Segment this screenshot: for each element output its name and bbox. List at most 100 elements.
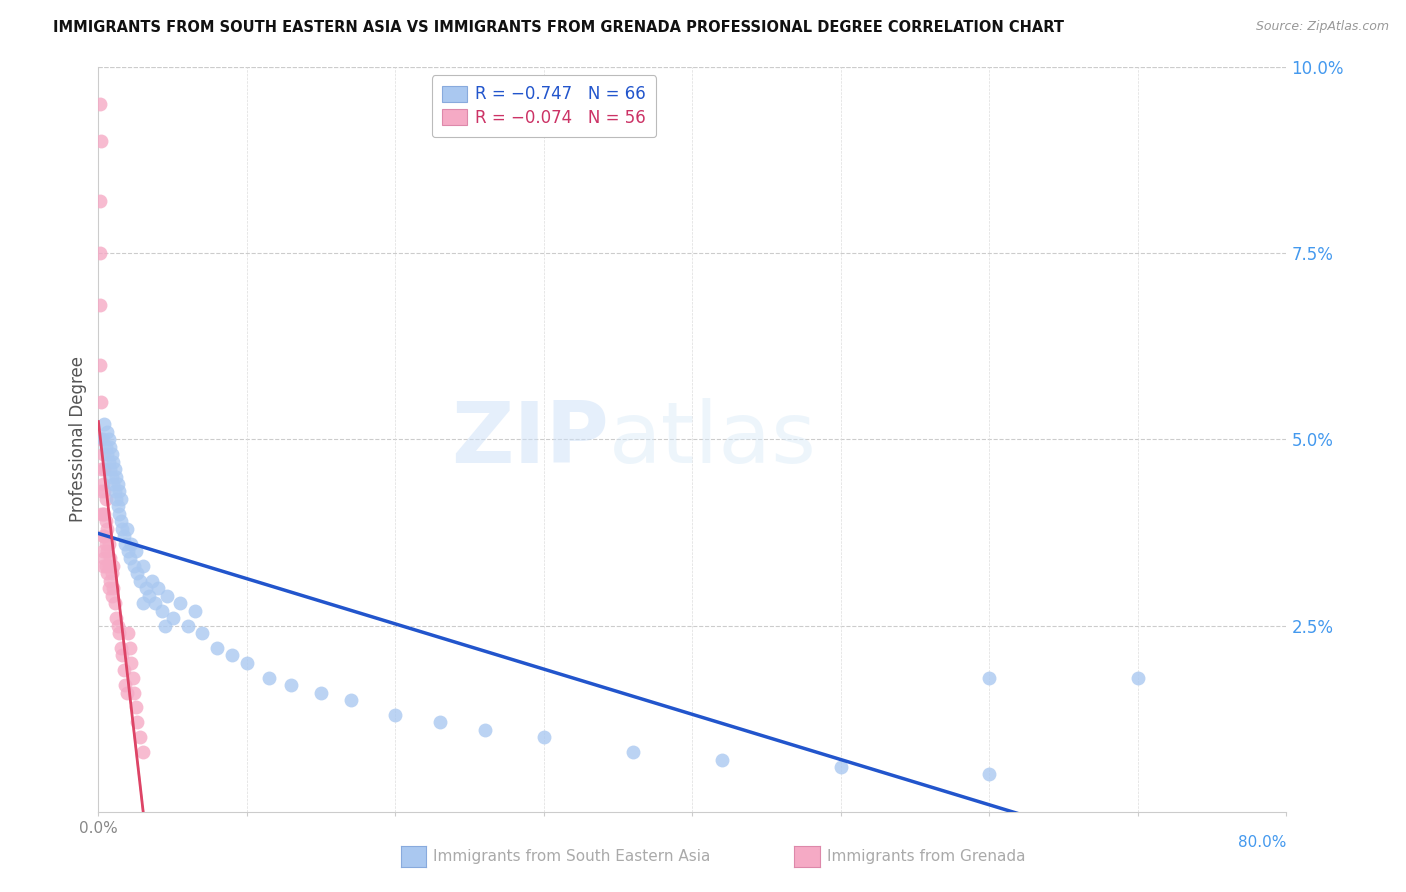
Point <box>101 447 124 461</box>
Point <box>98 574 121 588</box>
Point <box>91 477 114 491</box>
Point <box>96 447 118 461</box>
Point <box>110 640 132 655</box>
Point <box>90 507 112 521</box>
Point <box>104 462 127 476</box>
Point <box>533 730 555 744</box>
Point <box>111 522 134 536</box>
Point <box>120 536 142 550</box>
Point <box>97 536 120 550</box>
Point <box>309 685 332 699</box>
Point <box>155 618 177 632</box>
Point <box>91 558 114 573</box>
Point <box>114 678 136 692</box>
Point <box>96 522 118 536</box>
Point <box>98 551 121 566</box>
Point <box>125 566 148 581</box>
Point <box>94 491 117 506</box>
Point <box>101 469 124 483</box>
Point <box>132 745 155 759</box>
Point <box>236 656 259 670</box>
Point <box>91 433 114 447</box>
Point <box>169 596 191 610</box>
Point <box>89 358 111 372</box>
Point <box>621 745 644 759</box>
Point <box>90 395 112 409</box>
Text: ZIP: ZIP <box>451 398 609 481</box>
Point <box>429 715 451 730</box>
Point <box>93 529 115 543</box>
Point <box>340 693 363 707</box>
Point <box>104 484 127 499</box>
Point <box>108 626 131 640</box>
Y-axis label: Professional Degree: Professional Degree <box>69 356 87 523</box>
Text: atlas: atlas <box>609 398 817 481</box>
Text: Source: ZipAtlas.com: Source: ZipAtlas.com <box>1256 20 1389 33</box>
Point <box>108 484 131 499</box>
Point <box>384 707 406 722</box>
Point <box>89 194 111 208</box>
Point <box>94 514 117 528</box>
Point <box>108 507 131 521</box>
Point <box>97 558 120 573</box>
Point <box>124 544 146 558</box>
Point <box>103 558 125 573</box>
Point <box>94 558 117 573</box>
Point <box>141 574 163 588</box>
Point <box>191 626 214 640</box>
Point <box>105 469 128 483</box>
Point <box>122 558 145 573</box>
Point <box>98 462 121 476</box>
Point <box>97 582 120 596</box>
Text: 80.0%: 80.0% <box>1239 836 1286 850</box>
Point <box>221 648 243 663</box>
Point <box>94 536 117 550</box>
Point <box>110 514 132 528</box>
Point <box>111 648 134 663</box>
Point <box>125 715 148 730</box>
Point <box>89 246 111 260</box>
Point <box>96 566 118 581</box>
Point <box>132 558 155 573</box>
Text: Immigrants from South Eastern Asia: Immigrants from South Eastern Asia <box>433 849 710 863</box>
Point <box>124 700 146 714</box>
Point <box>118 551 141 566</box>
Point <box>129 574 152 588</box>
Point <box>90 462 112 476</box>
Point <box>91 507 114 521</box>
Point <box>93 417 115 432</box>
Point <box>91 544 114 558</box>
Legend: R = −0.747   N = 66, R = −0.074   N = 56: R = −0.747 N = 66, R = −0.074 N = 56 <box>432 75 657 137</box>
Point <box>93 462 115 476</box>
Point <box>120 656 142 670</box>
Point <box>280 678 302 692</box>
Point <box>103 455 125 469</box>
Point <box>93 507 115 521</box>
Point <box>114 536 136 550</box>
Point <box>118 640 141 655</box>
Point <box>107 500 129 514</box>
Point <box>90 135 112 149</box>
Point <box>98 440 121 454</box>
Text: Immigrants from Grenada: Immigrants from Grenada <box>827 849 1025 863</box>
Point <box>104 596 127 610</box>
Text: IMMIGRANTS FROM SOUTH EASTERN ASIA VS IMMIGRANTS FROM GRENADA PROFESSIONAL DEGRE: IMMIGRANTS FROM SOUTH EASTERN ASIA VS IM… <box>53 20 1064 35</box>
Point <box>90 433 112 447</box>
Point <box>96 425 118 439</box>
Point <box>96 544 118 558</box>
Point <box>91 447 114 461</box>
Point <box>91 529 114 543</box>
Point <box>129 730 152 744</box>
Point <box>110 491 132 506</box>
Point <box>474 723 496 737</box>
Point <box>105 611 128 625</box>
Point <box>112 529 135 543</box>
Point <box>89 298 111 312</box>
Point <box>122 685 145 699</box>
Point <box>112 663 135 677</box>
Point <box>93 551 115 566</box>
Point <box>94 440 117 454</box>
Point <box>711 753 734 767</box>
Point <box>176 618 198 632</box>
Point <box>143 596 166 610</box>
